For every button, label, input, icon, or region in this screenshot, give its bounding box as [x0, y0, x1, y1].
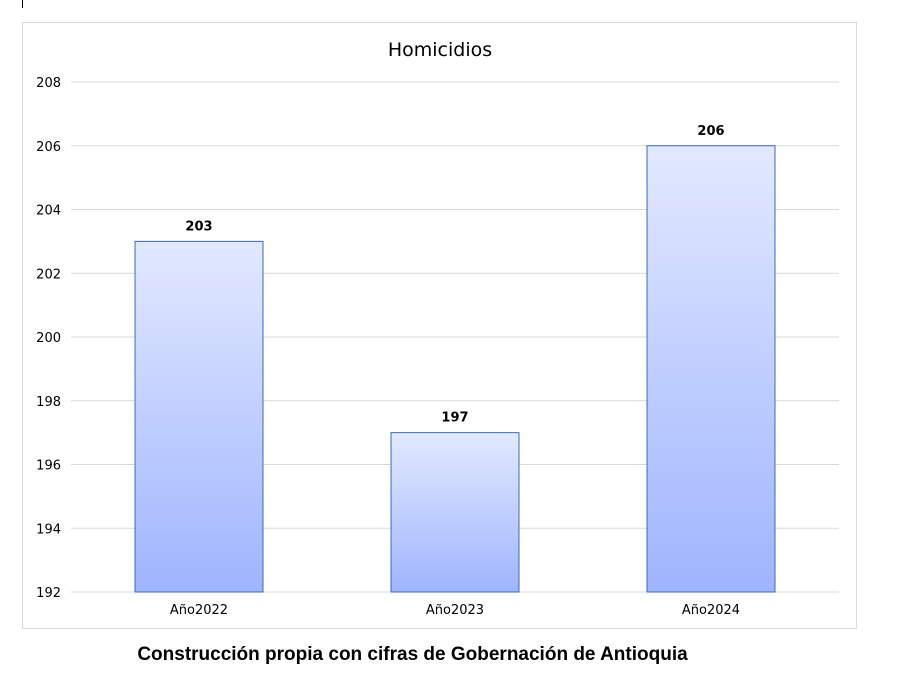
- y-tick-label: 202: [36, 267, 61, 282]
- bar-chart: Homicidios 192 194 196 198 200 202 204 206 208 2…: [36, 39, 839, 618]
- y-tick-label: 208: [36, 76, 61, 91]
- bar: [390, 432, 520, 593]
- y-tick-label: 194: [36, 522, 61, 537]
- y-tick-label: 198: [36, 395, 61, 410]
- bar: [134, 240, 264, 593]
- text-cursor: [22, 0, 23, 8]
- data-label: 206: [697, 124, 724, 139]
- y-tick-label: 206: [36, 140, 61, 155]
- data-label: 197: [441, 411, 468, 426]
- chart-area: Homicidios 192 194 196 198 200 202 204 206 208 2…: [22, 22, 857, 629]
- figure-caption: Construcción propia con cifras de Gobern…: [137, 644, 688, 665]
- y-tick-label: 196: [36, 459, 61, 474]
- y-tick-label: 192: [36, 586, 61, 601]
- y-tick-label: 200: [36, 331, 61, 346]
- y-tick-label: 204: [36, 204, 61, 219]
- x-tick-label: Año2023: [426, 603, 484, 618]
- bar: [646, 145, 776, 593]
- data-label: 203: [185, 219, 212, 234]
- x-tick-label: Año2022: [170, 603, 228, 618]
- chart-title: Homicidios: [388, 39, 492, 61]
- x-tick-label: Año2024: [682, 603, 740, 618]
